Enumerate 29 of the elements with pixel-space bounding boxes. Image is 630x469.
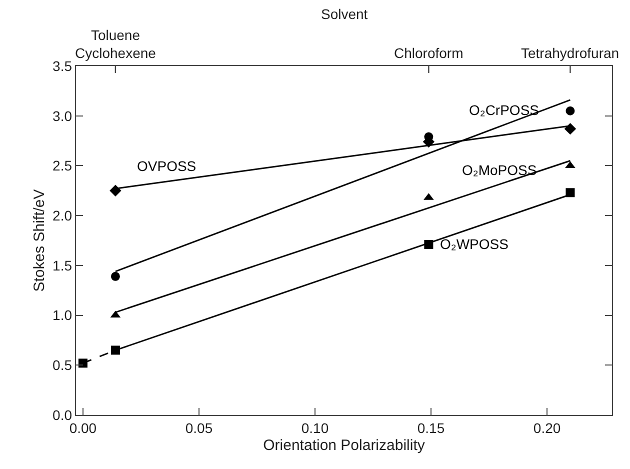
y-tick-label: 1.5 — [52, 257, 72, 274]
point — [564, 122, 576, 135]
y-tick-label: 3.5 — [52, 58, 72, 74]
y-tick-label: 2.5 — [52, 158, 72, 174]
annotation: Chloroform — [394, 45, 464, 61]
x-tick-label: 0.15 — [417, 420, 445, 436]
y-tick-label: 2.0 — [52, 207, 72, 224]
point — [110, 184, 122, 196]
annotation: Tetrahydrofuran — [521, 45, 620, 61]
series-label: OVPOSS — [137, 158, 196, 174]
x-axis-title: Orientation Polarizability — [263, 436, 426, 454]
annotation: Toluene Cyclohexene — [75, 27, 156, 62]
x-tick-label: 0.10 — [301, 420, 329, 436]
point — [110, 272, 120, 281]
y-axis-title: Stokes Shift/eV — [30, 189, 48, 292]
x-tick-label: 0.05 — [185, 420, 213, 436]
series-label: O₂CrPOSS — [469, 102, 539, 118]
x2-axis-title: Solvent — [321, 6, 368, 22]
point — [110, 346, 120, 355]
series-label: O₂WPOSS — [440, 236, 508, 252]
y-tick-label: 0.0 — [52, 406, 72, 423]
y-tick-label: 3.0 — [52, 108, 72, 124]
y-tick-label: 1.0 — [52, 307, 72, 324]
point — [566, 188, 575, 198]
x-tick-label: 0.20 — [533, 420, 561, 436]
x-tick-label: 0.00 — [69, 420, 97, 436]
point — [566, 106, 575, 116]
y-tick-label: 0.5 — [52, 357, 72, 374]
text: O₂MoPOSS — [462, 162, 537, 178]
